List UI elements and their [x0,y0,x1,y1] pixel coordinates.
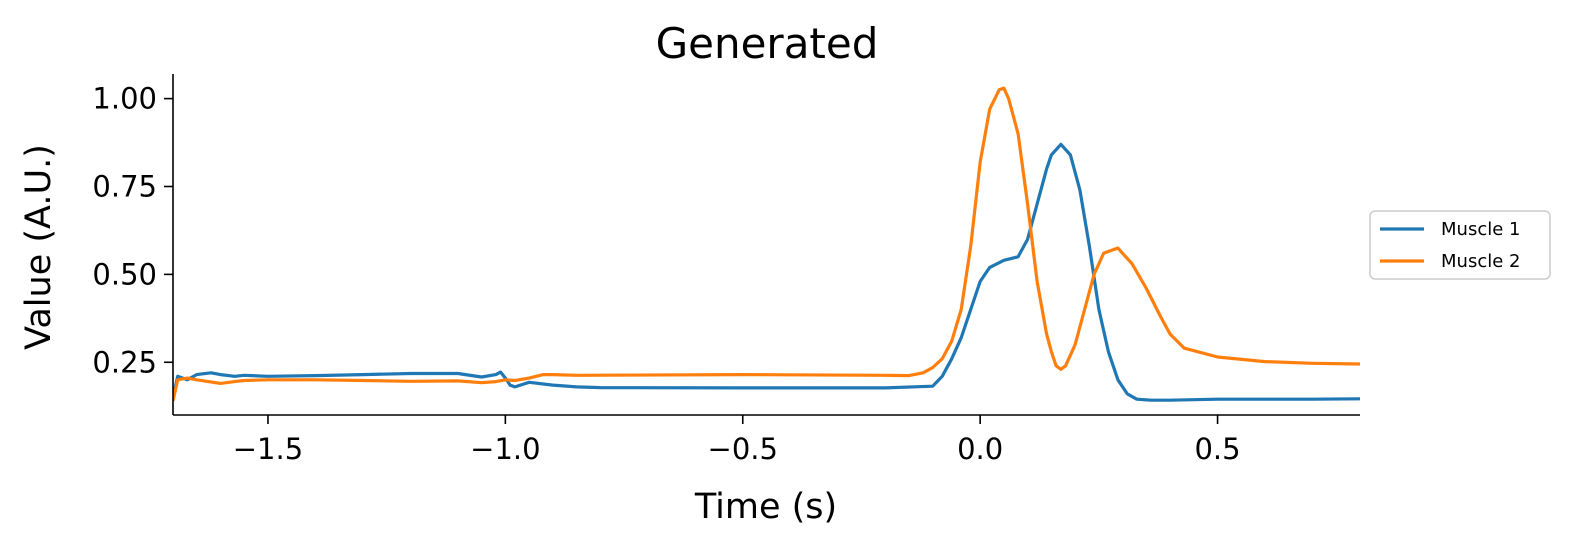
x-tick-label: −0.5 [708,432,778,466]
chart-title: Generated [656,19,879,68]
y-tick-label: 0.75 [92,169,157,203]
legend: Muscle 1 Muscle 2 [1369,210,1551,280]
series-line-2 [173,86,1360,402]
y-tick-label: 1.00 [92,82,157,116]
x-tick-label: 0.0 [957,432,1003,466]
plot-area [173,86,1360,402]
x-tick-label: −1.0 [470,432,540,466]
x-axis-ticks: −1.5 −1.0 −0.5 0.0 0.5 [233,415,1241,466]
legend-label-1: Muscle 1 [1441,219,1520,240]
x-tick-label: −1.5 [233,432,303,466]
x-axis-title: Time (s) [694,487,837,527]
y-axis-ticks: 0.25 0.50 0.75 1.00 [92,82,173,379]
series-line-1 [173,142,1360,402]
y-tick-label: 0.25 [92,345,157,379]
y-axis-title: Value (A.U.) [19,144,59,350]
legend-label-2: Muscle 2 [1441,251,1520,272]
x-tick-label: 0.5 [1194,432,1240,466]
y-tick-label: 0.50 [92,257,157,291]
